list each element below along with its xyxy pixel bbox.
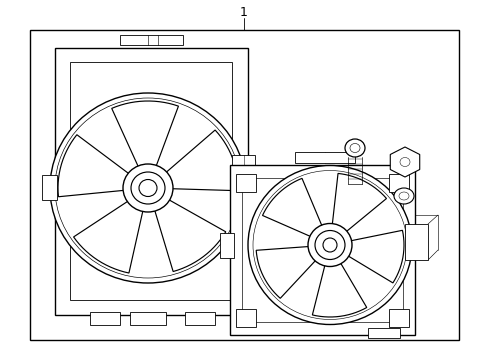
Polygon shape	[331, 174, 386, 233]
Polygon shape	[154, 199, 225, 271]
Polygon shape	[184, 312, 215, 325]
Ellipse shape	[247, 166, 411, 324]
Polygon shape	[256, 247, 316, 298]
Polygon shape	[73, 201, 143, 273]
Polygon shape	[404, 224, 427, 260]
Polygon shape	[90, 312, 120, 325]
Ellipse shape	[323, 238, 336, 252]
Polygon shape	[388, 174, 408, 192]
Polygon shape	[236, 174, 256, 192]
Polygon shape	[130, 312, 165, 325]
Ellipse shape	[399, 158, 409, 166]
Polygon shape	[231, 155, 254, 185]
Ellipse shape	[398, 192, 408, 200]
Polygon shape	[70, 62, 231, 300]
Ellipse shape	[349, 144, 359, 153]
Ellipse shape	[314, 230, 345, 260]
Polygon shape	[389, 147, 419, 177]
Polygon shape	[236, 309, 256, 327]
Polygon shape	[231, 192, 254, 222]
Polygon shape	[111, 101, 178, 167]
Polygon shape	[262, 178, 322, 237]
Polygon shape	[220, 233, 234, 258]
Polygon shape	[229, 165, 414, 335]
Polygon shape	[367, 328, 399, 338]
Polygon shape	[294, 152, 354, 163]
Ellipse shape	[55, 98, 241, 278]
Ellipse shape	[252, 171, 406, 320]
Ellipse shape	[139, 180, 157, 197]
Text: 1: 1	[240, 5, 247, 18]
Polygon shape	[58, 135, 129, 197]
Polygon shape	[388, 309, 408, 327]
Polygon shape	[165, 130, 238, 191]
Polygon shape	[312, 262, 366, 317]
Ellipse shape	[50, 93, 245, 283]
Ellipse shape	[345, 139, 364, 157]
Ellipse shape	[393, 188, 413, 204]
Ellipse shape	[123, 164, 173, 212]
Ellipse shape	[131, 172, 164, 204]
Polygon shape	[55, 48, 247, 315]
Polygon shape	[346, 230, 403, 283]
Polygon shape	[242, 178, 402, 322]
Polygon shape	[120, 35, 183, 45]
Ellipse shape	[307, 224, 351, 266]
Polygon shape	[42, 175, 57, 200]
Polygon shape	[30, 30, 458, 340]
